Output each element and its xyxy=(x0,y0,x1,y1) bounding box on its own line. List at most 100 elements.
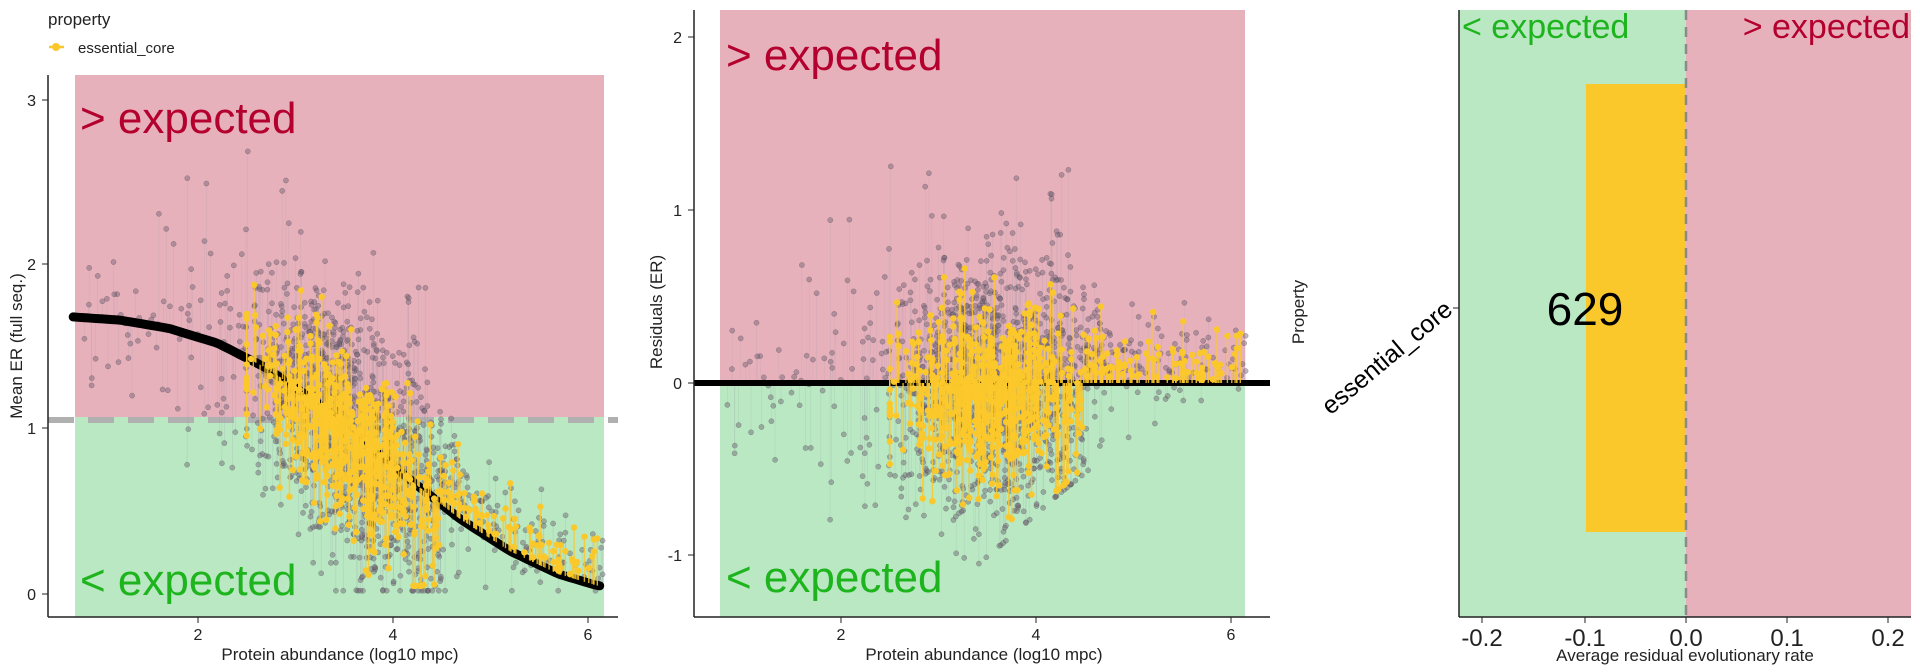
data-point xyxy=(935,244,942,251)
data-point xyxy=(279,308,286,315)
essential-core-point xyxy=(512,523,520,530)
data-point xyxy=(348,553,354,560)
data-point xyxy=(372,564,379,571)
essential-core-point xyxy=(351,504,359,512)
data-point xyxy=(189,284,196,290)
data-point xyxy=(442,587,448,594)
data-point xyxy=(491,547,498,554)
essential-core-point xyxy=(381,380,388,387)
data-point xyxy=(406,568,412,575)
data-point xyxy=(405,361,412,368)
essential-core-point xyxy=(276,484,283,491)
essential-core-point xyxy=(385,402,392,410)
essential-core-point xyxy=(310,499,318,507)
essential-core-point xyxy=(511,515,518,522)
data-point xyxy=(292,255,299,261)
data-point xyxy=(301,299,308,306)
data-point xyxy=(269,485,276,492)
data-point xyxy=(859,473,866,480)
data-point xyxy=(390,578,397,585)
data-point xyxy=(377,574,384,581)
data-point xyxy=(328,560,334,566)
panel-residuals: > expected < expected 2 4 6 -1 0 1 2 Pro… xyxy=(647,10,1270,664)
data-point xyxy=(350,554,357,560)
essential-core-point xyxy=(259,332,267,339)
above-expected-label: > expected xyxy=(80,94,297,143)
data-point xyxy=(255,469,262,476)
data-point xyxy=(344,318,351,325)
data-point xyxy=(218,290,225,296)
essential-core-point xyxy=(306,385,313,392)
data-point xyxy=(397,572,404,579)
data-point xyxy=(293,478,300,484)
data-point xyxy=(340,587,347,594)
data-point xyxy=(374,330,381,337)
essential-core-point xyxy=(296,438,303,445)
data-point xyxy=(282,462,288,469)
data-point xyxy=(370,388,377,395)
data-point xyxy=(306,323,313,330)
data-point xyxy=(135,337,141,344)
data-point xyxy=(354,587,361,594)
essential-core-point xyxy=(295,347,302,354)
data-point xyxy=(259,415,266,422)
data-point xyxy=(364,314,370,321)
essential-core-point xyxy=(265,346,272,354)
data-point xyxy=(860,356,867,362)
below-expected-label: < expected xyxy=(80,556,297,605)
data-point xyxy=(227,324,233,331)
data-point xyxy=(265,308,272,315)
data-point xyxy=(508,485,514,492)
essential-core-point xyxy=(505,523,513,531)
data-point xyxy=(355,336,362,343)
data-point xyxy=(410,334,417,341)
essential-core-point xyxy=(309,374,316,381)
data-point xyxy=(185,426,192,433)
data-point xyxy=(278,501,284,508)
essential-core-point xyxy=(297,287,305,294)
data-point xyxy=(380,587,386,593)
data-point xyxy=(370,343,377,349)
essential-core-point xyxy=(322,467,329,474)
data-point xyxy=(326,511,333,518)
data-point xyxy=(436,428,443,435)
data-point xyxy=(392,360,398,366)
x-tick-label: 2 xyxy=(194,627,203,644)
essential-core-point xyxy=(283,409,290,416)
data-point xyxy=(279,188,286,194)
data-point xyxy=(538,486,545,493)
essential-core-point xyxy=(274,426,281,433)
essential-core-point xyxy=(454,492,461,499)
data-point xyxy=(1013,175,1020,182)
data-point xyxy=(465,546,472,553)
y-tick-label: 3 xyxy=(27,93,36,110)
data-point xyxy=(331,318,338,325)
data-point xyxy=(273,461,280,467)
data-point xyxy=(455,569,462,576)
data-point xyxy=(283,177,289,184)
data-point xyxy=(278,303,285,310)
data-point xyxy=(560,537,567,544)
data-point xyxy=(284,291,290,297)
data-point xyxy=(338,527,344,534)
y-tick-label: 1 xyxy=(27,421,36,438)
data-point xyxy=(358,534,365,540)
essential-core-point xyxy=(329,359,337,366)
essential-core-point xyxy=(281,352,288,360)
data-point xyxy=(354,289,361,295)
data-point xyxy=(86,301,92,308)
data-point xyxy=(357,375,364,382)
data-point xyxy=(430,449,437,456)
data-point xyxy=(278,312,285,319)
essential-core-point xyxy=(484,521,492,529)
essential-core-point xyxy=(410,503,417,510)
data-point xyxy=(405,299,412,305)
essential-core-point xyxy=(369,547,376,554)
essential-core-point xyxy=(521,549,528,556)
essential-core-point xyxy=(316,355,323,363)
data-point xyxy=(329,314,335,321)
data-point xyxy=(550,520,556,527)
data-point xyxy=(178,305,185,312)
data-point xyxy=(360,587,366,594)
essential-core-point xyxy=(388,388,395,396)
